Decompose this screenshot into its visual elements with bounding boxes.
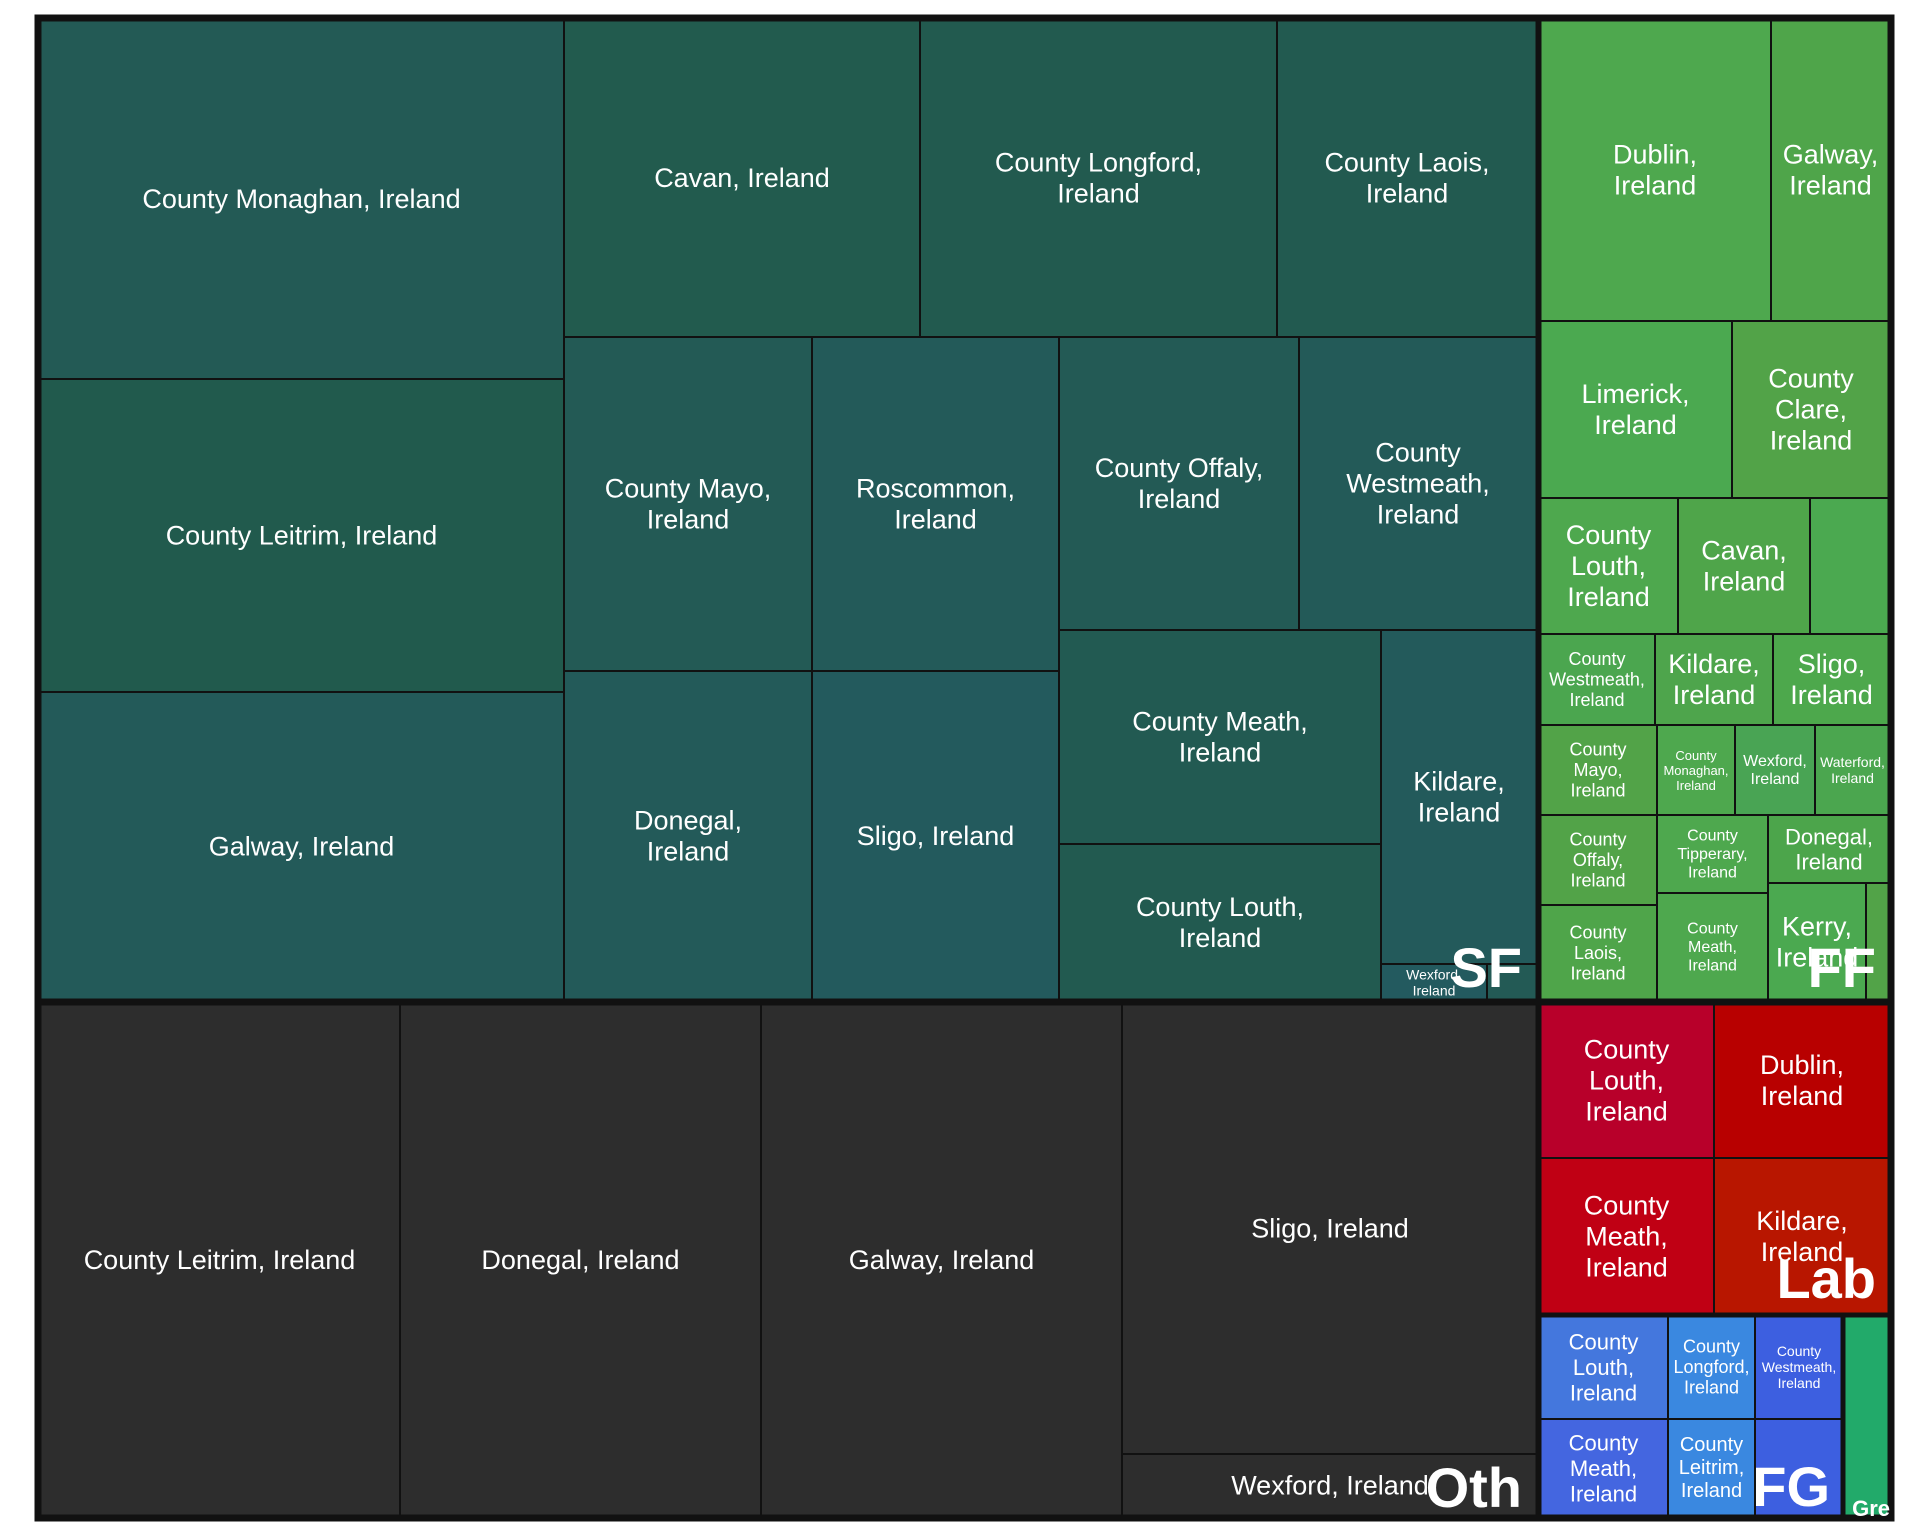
tile-label: Galway, Ireland [1783, 139, 1879, 200]
group-ff: Dublin, Ireland Galway, Ireland Limerick, Ire… [1536, 16, 1893, 1004]
tile-sf-sligo-ireland [811, 670, 1060, 1002]
tile-ff-county-clare-ireland [1731, 320, 1891, 499]
tile-label: Kildare, Ireland [1756, 1206, 1848, 1267]
tile-label: County Leitrim, Ireland [84, 1245, 356, 1275]
tile-label: Donegal, Ireland [634, 805, 742, 866]
group-lab: County Louth, Ireland Dublin, Ireland County M… [1536, 1000, 1893, 1318]
group-label-oth: Oth [1426, 1456, 1522, 1519]
tile-sf-county-leitrim-ireland [38, 378, 565, 693]
tile-label: County Monaghan, Ireland [1663, 748, 1728, 793]
tile-label: Dublin, Ireland [1760, 1050, 1844, 1111]
tile-label: Sligo, Ireland [857, 821, 1015, 851]
tile-label: County Louth, Ireland [1136, 892, 1304, 953]
tile-label: Galway, Ireland [209, 832, 395, 862]
tile-lab-dublin-ireland [1713, 1002, 1891, 1159]
tile-lab-kildare-ireland [1713, 1157, 1891, 1316]
group-sf: County Monaghan, Ireland County Leitrim, … [36, 16, 1541, 1004]
tile-fg-county-longford-ireland [1667, 1314, 1756, 1420]
group-label-lab: Lab [1776, 1247, 1876, 1310]
tile-label: Cavan, Ireland [1701, 535, 1787, 596]
tile-label: County Louth, Ireland [1569, 1329, 1639, 1405]
tile-label: Donegal, Ireland [481, 1245, 679, 1275]
tile-label: County Tipperary, Ireland [1677, 827, 1747, 881]
tile-label: Cavan, Ireland [654, 163, 830, 193]
tile-gre-unlabeled [1842, 1314, 1891, 1518]
tile-sf-county-meath-ireland [1058, 629, 1382, 845]
tile-ff-wexford-ireland [1734, 724, 1816, 816]
tile-sf-galway-ireland [38, 691, 565, 1002]
tile-ff-county-mayo-ireland [1538, 724, 1658, 816]
tile-label: Wexford, Ireland [1743, 752, 1807, 787]
tile-lab-county-louth-ireland [1538, 1002, 1715, 1159]
tile-label: Wexford, Ireland [1406, 966, 1462, 998]
tile-label: Wexford, Ireland [1231, 1471, 1429, 1501]
tile-label: County Meath, Ireland [1687, 920, 1738, 974]
group-label-ff: FF [1808, 936, 1876, 999]
tile-label: County Laois, Ireland [1324, 147, 1489, 208]
tile-label: Kerry, Ireland [1776, 911, 1859, 972]
tile-ff-unlabeled [1865, 882, 1891, 1002]
tile-label: Galway, Ireland [849, 1245, 1035, 1275]
tile-oth-galway-ireland [760, 1002, 1123, 1518]
tile-label: County Meath, Ireland [1569, 1430, 1639, 1506]
tile-label: County Louth, Ireland [1566, 520, 1652, 612]
tile-sf-roscommon-ireland [811, 336, 1060, 672]
tile-ff-donegal-ireland [1767, 814, 1891, 884]
tile-label: County Longford, Ireland [1673, 1336, 1749, 1397]
tile-sf-county-offaly-ireland [1058, 336, 1300, 631]
tile-fg-county-meath-ireland [1538, 1418, 1669, 1518]
tile-label: County Westmeath, Ireland [1549, 649, 1645, 710]
tile-sf-county-westmeath-ireland [1298, 336, 1538, 631]
tile-label: County Longford, Ireland [995, 147, 1202, 208]
tile-label: County Meath, Ireland [1132, 706, 1308, 767]
tile-sf-donegal-ireland [563, 670, 813, 1002]
treemap-border [34, 14, 1895, 1522]
tile-ff-county-tipperary-ireland [1656, 814, 1769, 894]
tile-sf-unlabeled [1486, 963, 1538, 1002]
tile-label: County Westmeath, Ireland [1762, 1343, 1836, 1391]
tile-label: Dublin, Ireland [1613, 139, 1697, 200]
tile-sf-county-laois-ireland [1276, 18, 1538, 338]
tile-ff-county-louth-ireland [1538, 497, 1679, 635]
tile-oth-wexford-ireland [1121, 1453, 1539, 1518]
tile-label: Limerick, Ireland [1581, 379, 1689, 440]
tile-ff-waterford-ireland [1814, 724, 1891, 816]
tile-label: Sligo, Ireland [1251, 1214, 1409, 1244]
tile-label: County Offaly, Ireland [1569, 829, 1626, 890]
tile-ff-unlabeled [1809, 497, 1891, 635]
tile-label: County Meath, Ireland [1584, 1190, 1670, 1282]
tile-label: County Mayo, Ireland [1569, 739, 1626, 800]
group-gre: Gre [1840, 1312, 1893, 1521]
tile-label: County Laois, Ireland [1569, 922, 1626, 983]
tile-oth-sligo-ireland [1121, 1002, 1539, 1455]
tile-label: Waterford, Ireland [1820, 754, 1885, 786]
tile-label: County Mayo, Ireland [605, 473, 772, 534]
tile-ff-kildare-ireland [1654, 633, 1774, 726]
tile-label: County Offaly, Ireland [1095, 453, 1264, 514]
tile-label: Kildare, Ireland [1668, 649, 1760, 710]
tile-ff-limerick-ireland [1538, 320, 1733, 499]
tile-sf-kildare-ireland [1380, 629, 1538, 965]
tile-label: County Clare, Ireland [1768, 363, 1854, 455]
group-oth: County Leitrim, Ireland Donegal, Ireland G… [36, 1000, 1541, 1520]
tile-label: County Monaghan, Ireland [142, 184, 460, 214]
tile-label: County Leitrim, Ireland [166, 521, 438, 551]
tile-label: Sligo, Ireland [1790, 649, 1873, 710]
tile-label: County Louth, Ireland [1584, 1034, 1670, 1126]
tile-label: County Leitrim, Ireland [1679, 1434, 1745, 1502]
tile-label: Kildare, Ireland [1413, 766, 1505, 827]
tile-sf-county-louth-ireland [1058, 843, 1382, 1002]
tile-label: Roscommon, Ireland [856, 473, 1015, 534]
tile-sf-county-monaghan-ireland [38, 18, 565, 380]
tile-sf-cavan-ireland [563, 18, 921, 338]
tile-ff-kerry-ireland [1767, 882, 1867, 1002]
group-label-fg: FG [1752, 1455, 1830, 1518]
tile-label: Donegal, Ireland [1785, 824, 1873, 874]
tile-ff-dublin-ireland [1538, 18, 1772, 322]
tile-label: County Westmeath, Ireland [1346, 437, 1490, 529]
tile-sf-county-mayo-ireland [563, 336, 813, 672]
group-fg: County Louth, Ireland County Longford, Irelan… [1536, 1312, 1846, 1520]
group-label-sf: SF [1450, 936, 1522, 999]
